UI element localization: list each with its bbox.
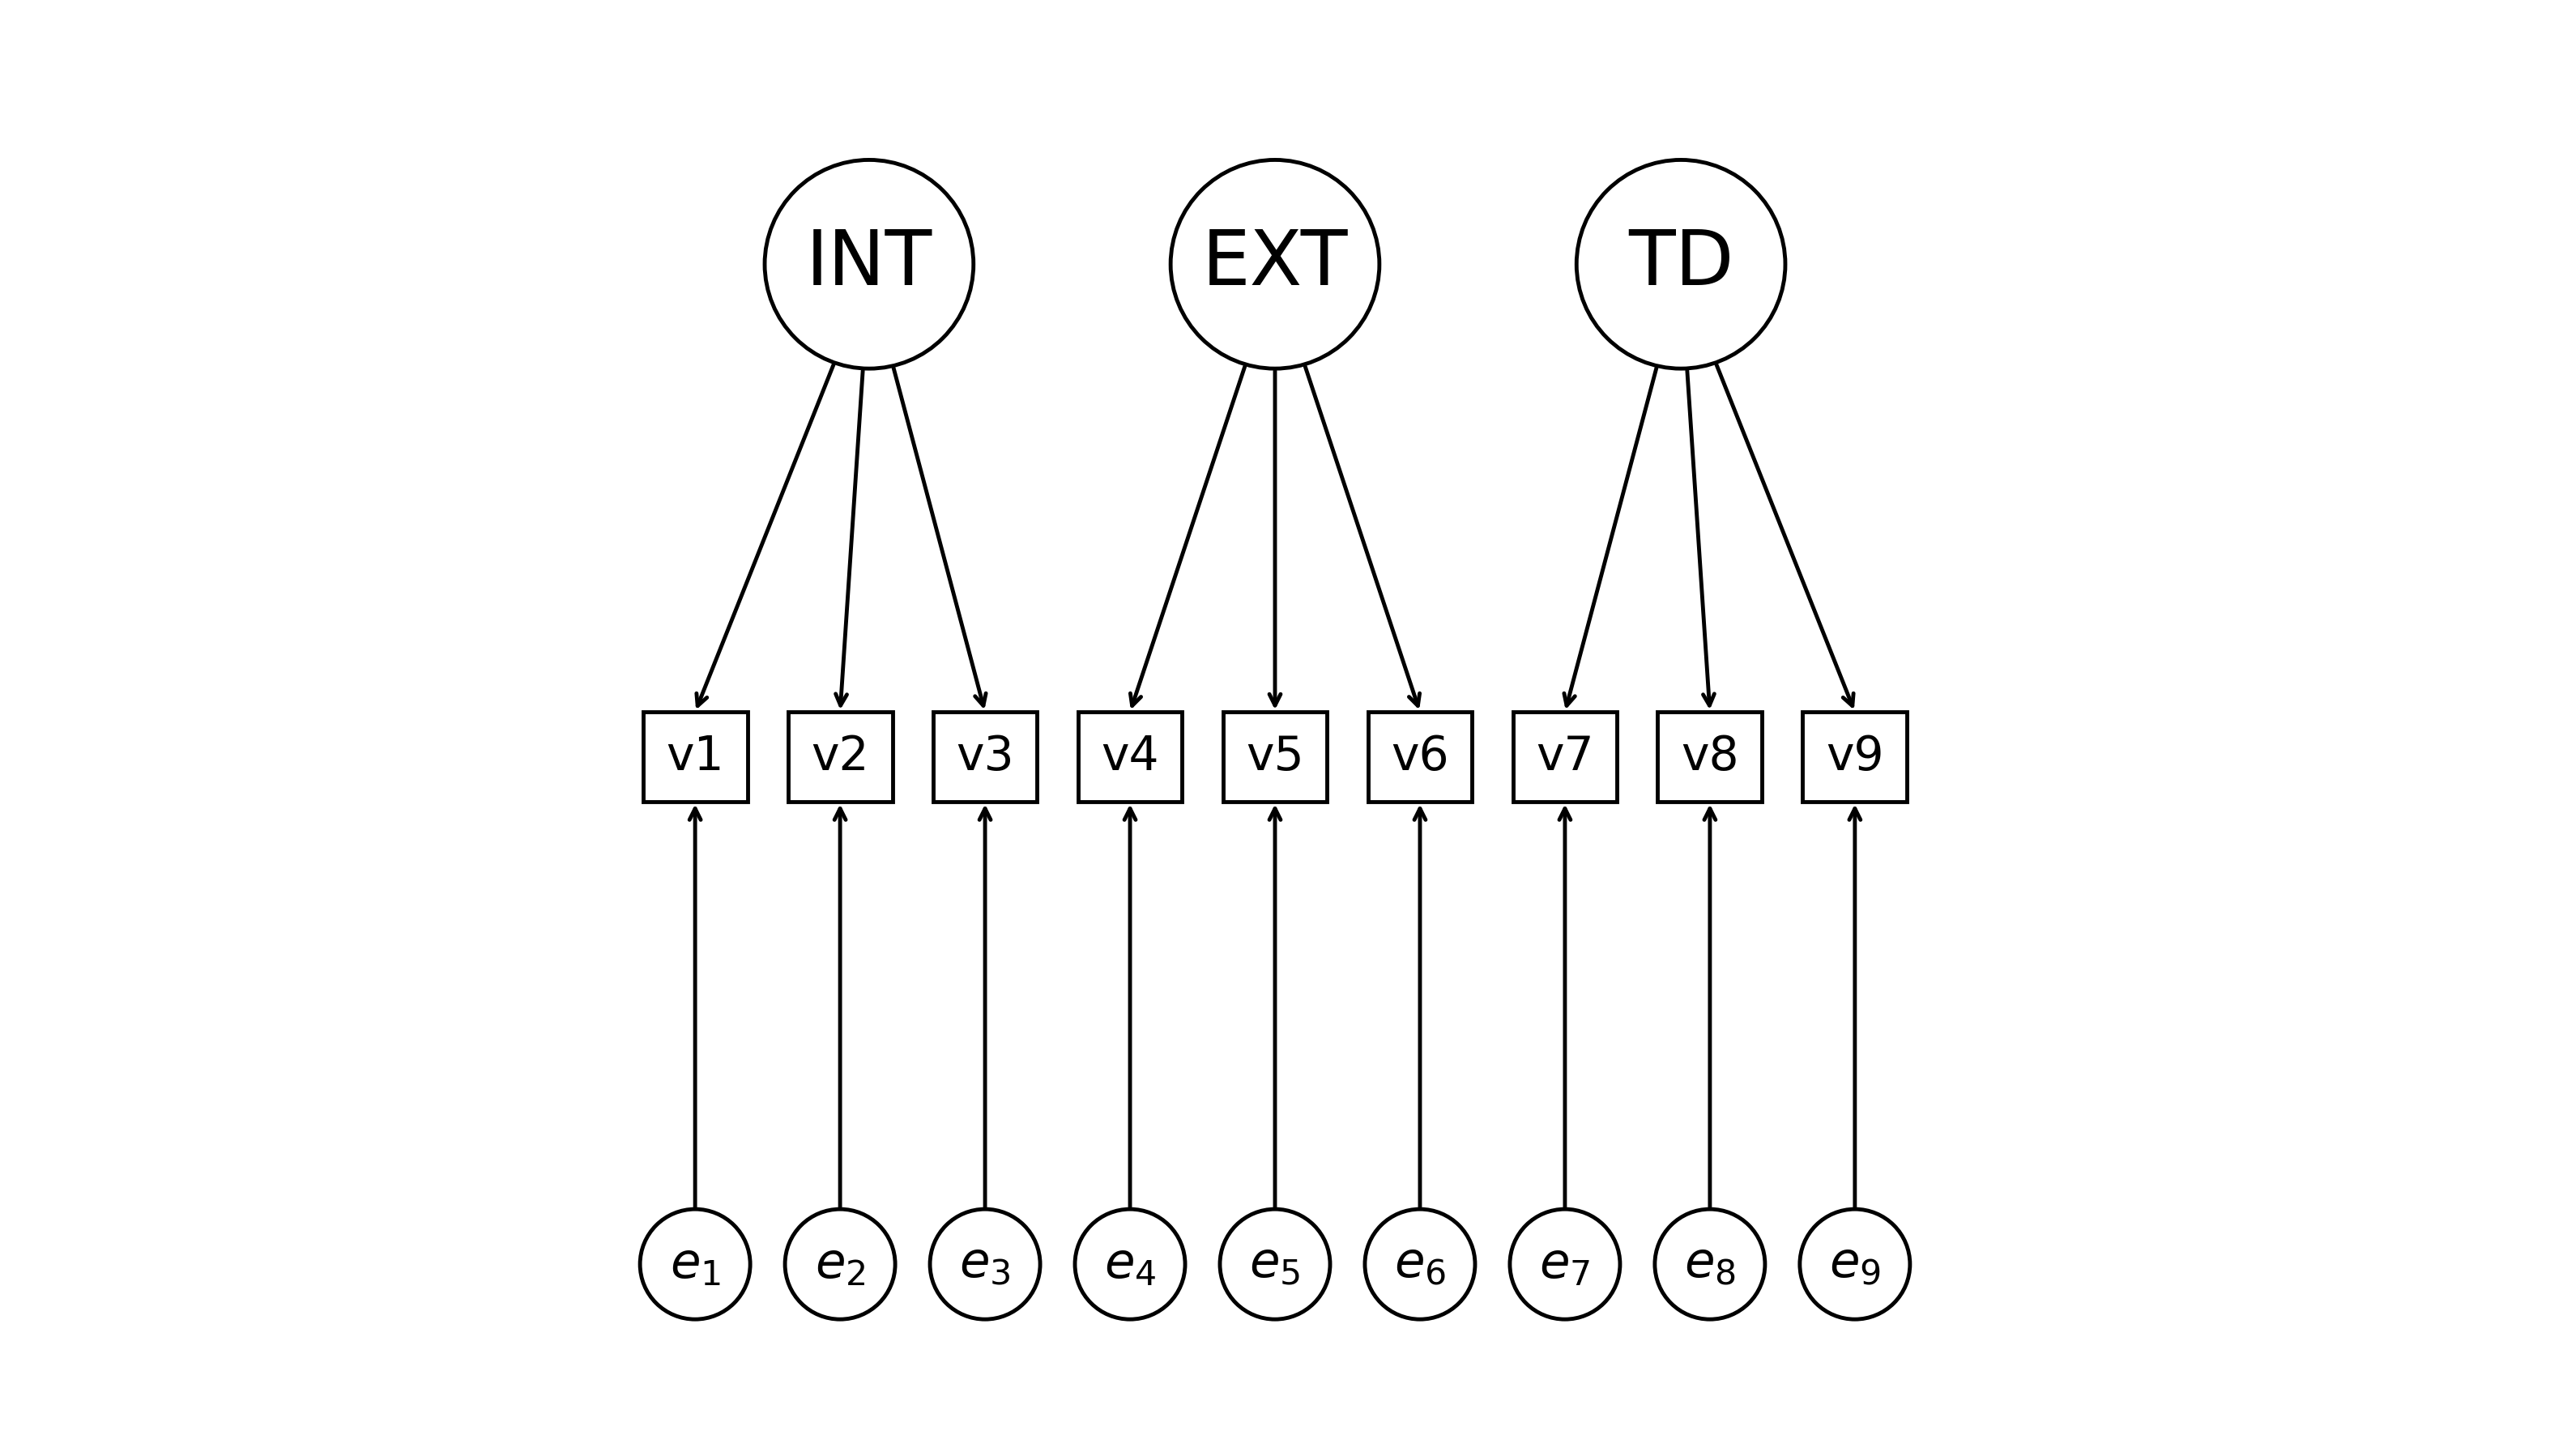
FancyBboxPatch shape xyxy=(1512,712,1617,802)
Text: v3: v3 xyxy=(956,734,1015,780)
Circle shape xyxy=(1800,1208,1910,1319)
Text: $e_{9}$: $e_{9}$ xyxy=(1828,1241,1882,1289)
FancyBboxPatch shape xyxy=(788,712,892,802)
Text: $e_{3}$: $e_{3}$ xyxy=(959,1241,1010,1289)
FancyBboxPatch shape xyxy=(1224,712,1326,802)
FancyBboxPatch shape xyxy=(1079,712,1183,802)
Text: INT: INT xyxy=(806,227,933,301)
Circle shape xyxy=(1076,1208,1186,1319)
Text: $e_{8}$: $e_{8}$ xyxy=(1683,1241,1737,1289)
Text: v1: v1 xyxy=(666,734,724,780)
Circle shape xyxy=(1170,160,1380,368)
FancyBboxPatch shape xyxy=(1803,712,1907,802)
Circle shape xyxy=(1655,1208,1765,1319)
Text: $e_{5}$: $e_{5}$ xyxy=(1250,1241,1300,1289)
Text: $e_{2}$: $e_{2}$ xyxy=(816,1241,864,1289)
FancyBboxPatch shape xyxy=(643,712,747,802)
Text: v8: v8 xyxy=(1680,734,1739,780)
Text: v4: v4 xyxy=(1102,734,1160,780)
Circle shape xyxy=(1576,160,1785,368)
FancyBboxPatch shape xyxy=(933,712,1038,802)
Circle shape xyxy=(785,1208,895,1319)
Text: TD: TD xyxy=(1627,227,1734,301)
FancyBboxPatch shape xyxy=(1658,712,1762,802)
Text: v7: v7 xyxy=(1535,734,1594,780)
Circle shape xyxy=(1510,1208,1619,1319)
Text: v2: v2 xyxy=(811,734,870,780)
Circle shape xyxy=(1364,1208,1474,1319)
Text: v9: v9 xyxy=(1826,734,1884,780)
FancyBboxPatch shape xyxy=(1367,712,1471,802)
Circle shape xyxy=(765,160,974,368)
Text: v6: v6 xyxy=(1390,734,1448,780)
Circle shape xyxy=(931,1208,1040,1319)
Text: $e_{4}$: $e_{4}$ xyxy=(1104,1241,1155,1289)
Text: v5: v5 xyxy=(1247,734,1303,780)
Text: $e_{7}$: $e_{7}$ xyxy=(1540,1241,1591,1289)
Text: $e_{6}$: $e_{6}$ xyxy=(1395,1241,1446,1289)
Circle shape xyxy=(640,1208,750,1319)
Circle shape xyxy=(1219,1208,1331,1319)
Text: $e_{1}$: $e_{1}$ xyxy=(671,1241,722,1289)
Text: EXT: EXT xyxy=(1201,227,1349,301)
